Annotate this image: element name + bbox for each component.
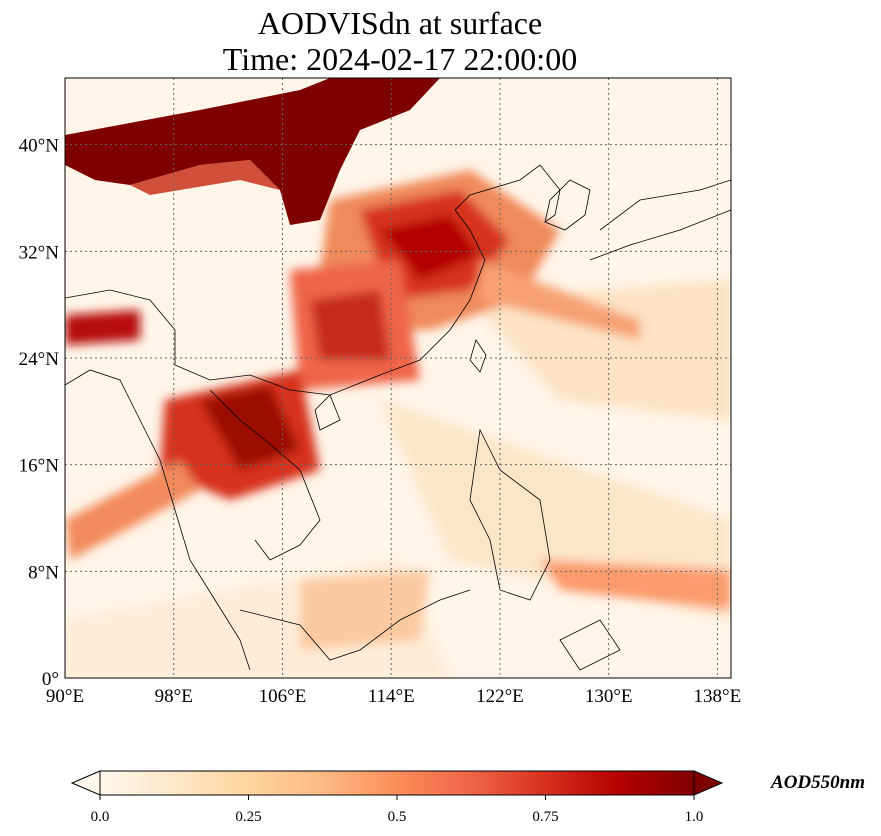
lon-tick-label: 130°E <box>585 686 633 707</box>
colorbar-tick-label: 0.0 <box>91 809 110 825</box>
lon-tick-label: 90°E <box>46 686 84 707</box>
lon-tick-label: 122°E <box>476 686 524 707</box>
lat-tick-label: 40°N <box>19 136 60 157</box>
colorbar-gradient <box>100 771 694 795</box>
colorbar: 0.0 0.25 0.5 0.75 1.0 AOD550nm <box>70 770 865 825</box>
colorbar-tick-label: 0.5 <box>388 809 407 825</box>
map-frame <box>64 77 732 679</box>
lat-tick-label: 8°N <box>28 562 59 583</box>
lat-tick-label: 0° <box>42 669 59 690</box>
lon-tick-label: 138°E <box>694 686 742 707</box>
map-title: AODVISdn at surface <box>257 5 543 41</box>
colorbar-extend-low <box>70 770 101 796</box>
lat-tick-label: 32°N <box>19 242 60 263</box>
map-subtitle-time: Time: 2024-02-17 22:00:00 <box>222 41 578 77</box>
lat-tick-label: 24°N <box>19 349 60 370</box>
lat-tick-labels: 0° 8°N 16°N 24°N 32°N 40°N <box>19 136 60 690</box>
coastlines <box>65 164 731 671</box>
lon-tick-label: 106°E <box>259 686 307 707</box>
colorbar-tick-label: 1.0 <box>685 809 704 825</box>
colorbar-tick-label: 0.25 <box>235 809 261 825</box>
aod-field <box>65 78 731 678</box>
colorbar-label: AOD550nm <box>770 772 865 793</box>
colorbar-extend-high <box>693 770 724 796</box>
lon-tick-label: 98°E <box>155 686 193 707</box>
gridlines <box>65 78 731 678</box>
colorbar-tick-label: 0.75 <box>532 809 558 825</box>
lat-tick-label: 16°N <box>19 456 60 477</box>
lon-tick-label: 114°E <box>368 686 415 707</box>
lon-tick-labels: 90°E 98°E 106°E 114°E 122°E 130°E 138°E <box>46 686 741 707</box>
